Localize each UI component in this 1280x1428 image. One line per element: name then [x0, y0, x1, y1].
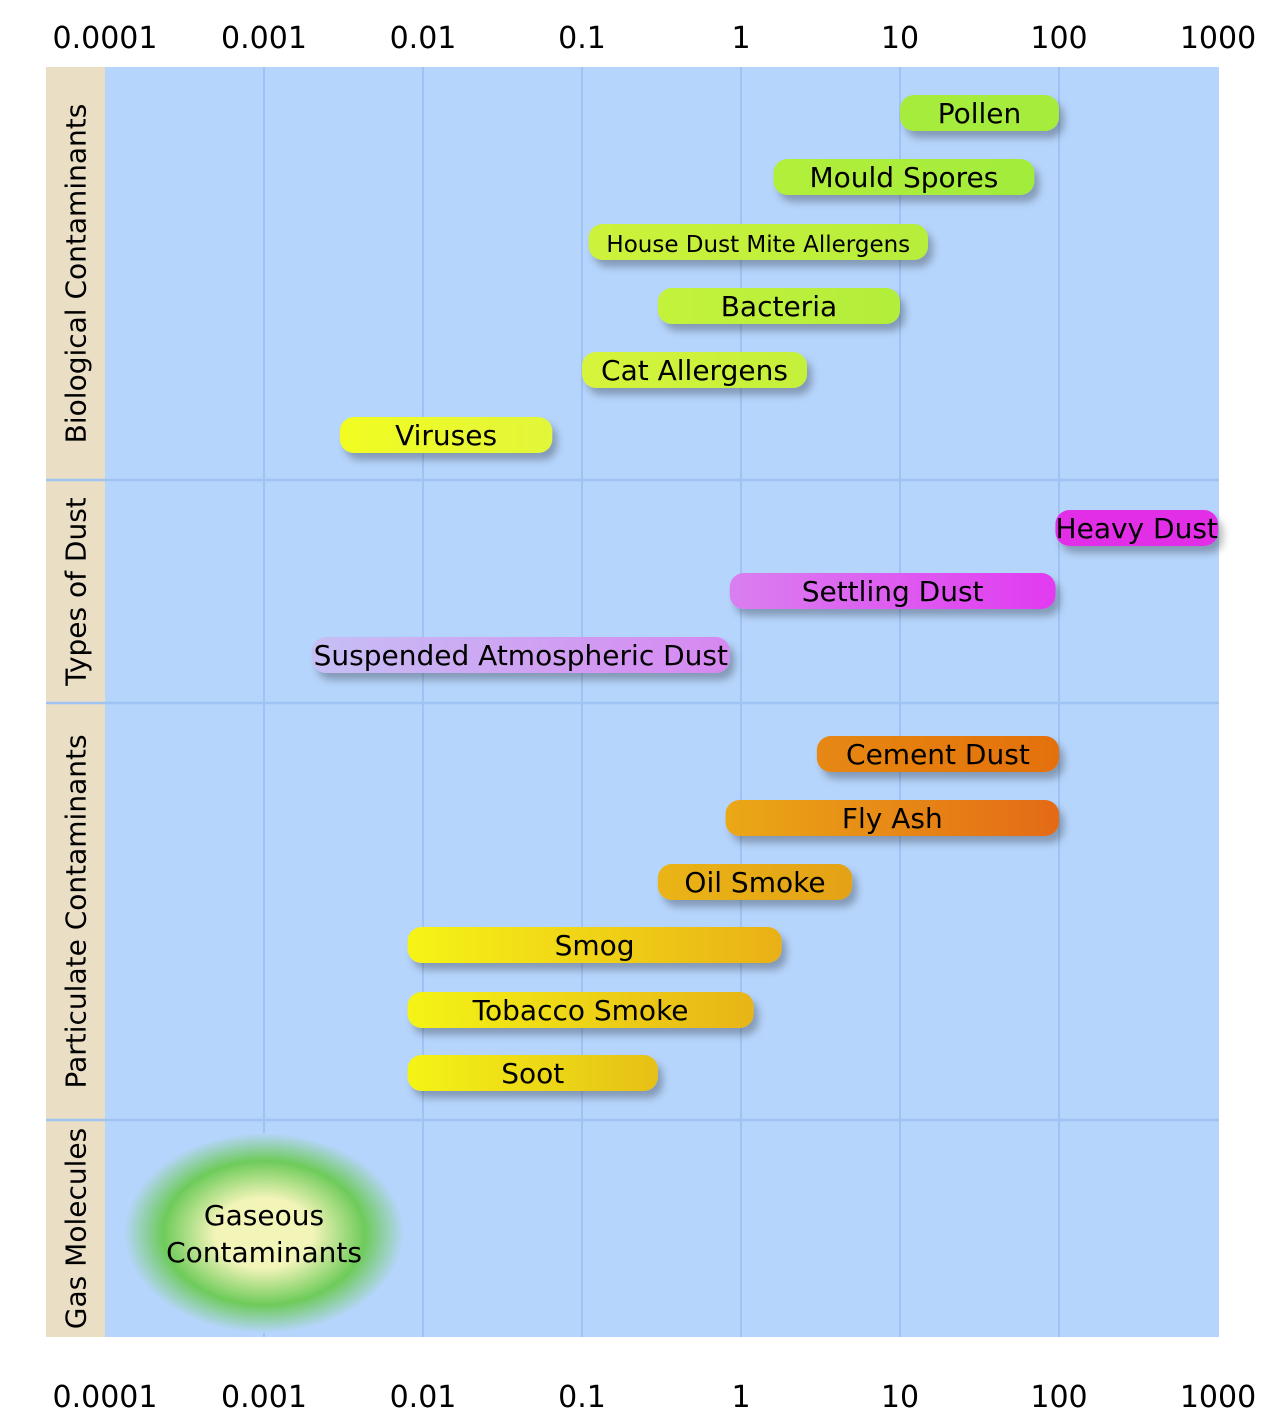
range-bar	[588, 224, 928, 260]
range-bar	[339, 417, 553, 453]
x-tick-label-bottom: 0.0001	[53, 1380, 158, 1415]
x-tick-label-bottom: 100	[1030, 1380, 1087, 1415]
range-bar	[725, 800, 1059, 836]
x-tick-label-bottom: 0.1	[558, 1380, 606, 1415]
bar-label: House Dust Mite Allergens	[606, 232, 910, 258]
bar-label: Mould Spores	[809, 161, 998, 194]
bar-label: Settling Dust	[802, 575, 984, 608]
range-bar	[657, 288, 900, 324]
bar-label: Cement Dust	[846, 738, 1030, 771]
bar-label: Cat Allergens	[601, 354, 788, 387]
range-bar	[816, 736, 1059, 772]
bar-label: Fly Ash	[842, 802, 943, 835]
x-tick-label-top: 1000	[1180, 21, 1256, 56]
category-label: Particulate Contaminants	[60, 734, 93, 1088]
x-tick-label-bottom: 0.001	[221, 1380, 307, 1415]
x-tick-label-bottom: 0.01	[390, 1380, 457, 1415]
range-bar	[407, 992, 754, 1028]
category-labels: Biological Contaminants Types of Dust Part…	[60, 104, 93, 1330]
bar-label: Heavy Dust	[1056, 512, 1218, 545]
range-bar	[407, 1055, 658, 1091]
grid-lines	[46, 67, 1219, 1337]
gas-cloud	[124, 1133, 404, 1333]
x-tick-label-bottom: 1	[731, 1380, 750, 1415]
bar-label: Viruses	[395, 419, 497, 452]
tick-labels: 0.0001 0.0001 0.001 0.001 0.01 0.01 0.1 0.1 1 1 10…	[53, 21, 1257, 1415]
x-tick-label-bottom: 1000	[1180, 1380, 1256, 1415]
bar-label: Soot	[501, 1057, 564, 1090]
category-label: Biological Contaminants	[60, 104, 93, 444]
category-label: Gas Molecules	[60, 1128, 93, 1329]
range-bar	[407, 927, 782, 963]
gas-label-line: Gaseous	[204, 1199, 324, 1232]
range-bar	[729, 573, 1056, 609]
x-tick-label-top: 10	[881, 21, 919, 56]
range-bar	[1055, 510, 1218, 546]
range-bar	[311, 637, 730, 673]
range-bar	[900, 95, 1059, 131]
range-bar	[582, 352, 807, 388]
x-tick-label-bottom: 10	[881, 1380, 919, 1415]
gas-label-line: Contaminants	[166, 1236, 362, 1269]
bar-label: Pollen	[938, 97, 1022, 130]
x-tick-label-top: 1	[731, 21, 750, 56]
bar-label: Bacteria	[721, 290, 837, 323]
x-tick-label-top: 0.01	[390, 21, 457, 56]
bar-label: Oil Smoke	[684, 866, 825, 899]
bar-label: Suspended Atmospheric Dust	[314, 639, 728, 672]
bar-label: Tobacco Smoke	[472, 994, 689, 1027]
category-label: Types of Dust	[60, 497, 93, 687]
x-tick-label-top: 0.0001	[53, 21, 158, 56]
bar-label: Smog	[555, 929, 635, 962]
range-bar	[773, 159, 1035, 195]
bars: Pollen Mould Spores House Dust Mite Allerg…	[124, 95, 1218, 1333]
range-bar	[657, 864, 853, 900]
x-tick-label-top: 0.1	[558, 21, 606, 56]
x-tick-label-top: 0.001	[221, 21, 307, 56]
x-tick-label-top: 100	[1030, 21, 1087, 56]
